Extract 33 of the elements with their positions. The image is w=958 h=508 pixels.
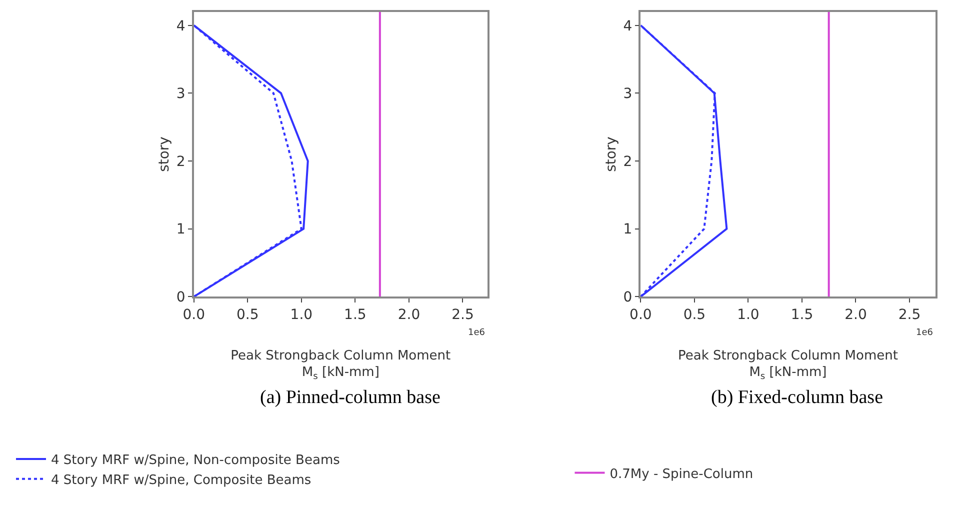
x-axis-title: Peak Strongback Column Moment M$_{s}$ [kN-mm] (678, 348, 898, 382)
text: 1e6 (468, 328, 486, 338)
y-tick-label: 0 (176, 290, 186, 306)
x-tick-label: 1.0 (737, 307, 760, 324)
x-tick-label: 2.5 (452, 307, 474, 324)
x-tick-label: 2.0 (844, 307, 867, 324)
y-tick-label: 4 (176, 18, 186, 34)
x-tick-label: 1.5 (790, 307, 814, 324)
x-tick-label: 0.5 (683, 307, 706, 324)
legend-label: 4 Story MRF w/Spine, Composite Beams (51, 472, 312, 488)
y-tick-label: 2 (623, 154, 632, 170)
x-tick-label: 1.5 (344, 307, 366, 324)
y-tick-label: 3 (623, 86, 632, 102)
y-axis-title: story (156, 136, 173, 172)
legend-label: 0.7My - Spine-Column (610, 466, 754, 482)
x-tick-label: 0.0 (630, 307, 652, 324)
y-tick-label: 0 (623, 290, 632, 306)
x-tick-label: 0.0 (182, 307, 206, 324)
text: 1e6 (916, 328, 934, 338)
x-axis-title: Peak Strongback Column Moment M$_{s}$ [kN-mm] (230, 348, 451, 382)
x-tick-label: 2.0 (398, 307, 420, 324)
text: (b) Fixed-column base (711, 387, 884, 408)
y-tick-label: 3 (176, 86, 186, 102)
x-tick-label: 0.5 (236, 307, 259, 324)
text: (a) Pinned-column base (260, 387, 440, 408)
y-tick-label: 2 (176, 154, 186, 170)
y-tick-label: 1 (623, 222, 632, 238)
x-tick-label: 1.0 (290, 307, 313, 324)
legend-label: 4 Story MRF w/Spine, Non-composite Beams (51, 453, 340, 468)
x-tick-label: 2.5 (898, 307, 921, 324)
y-tick-label: 4 (623, 18, 632, 34)
y-tick-label: 1 (176, 222, 186, 238)
y-axis-title: story (603, 136, 620, 172)
